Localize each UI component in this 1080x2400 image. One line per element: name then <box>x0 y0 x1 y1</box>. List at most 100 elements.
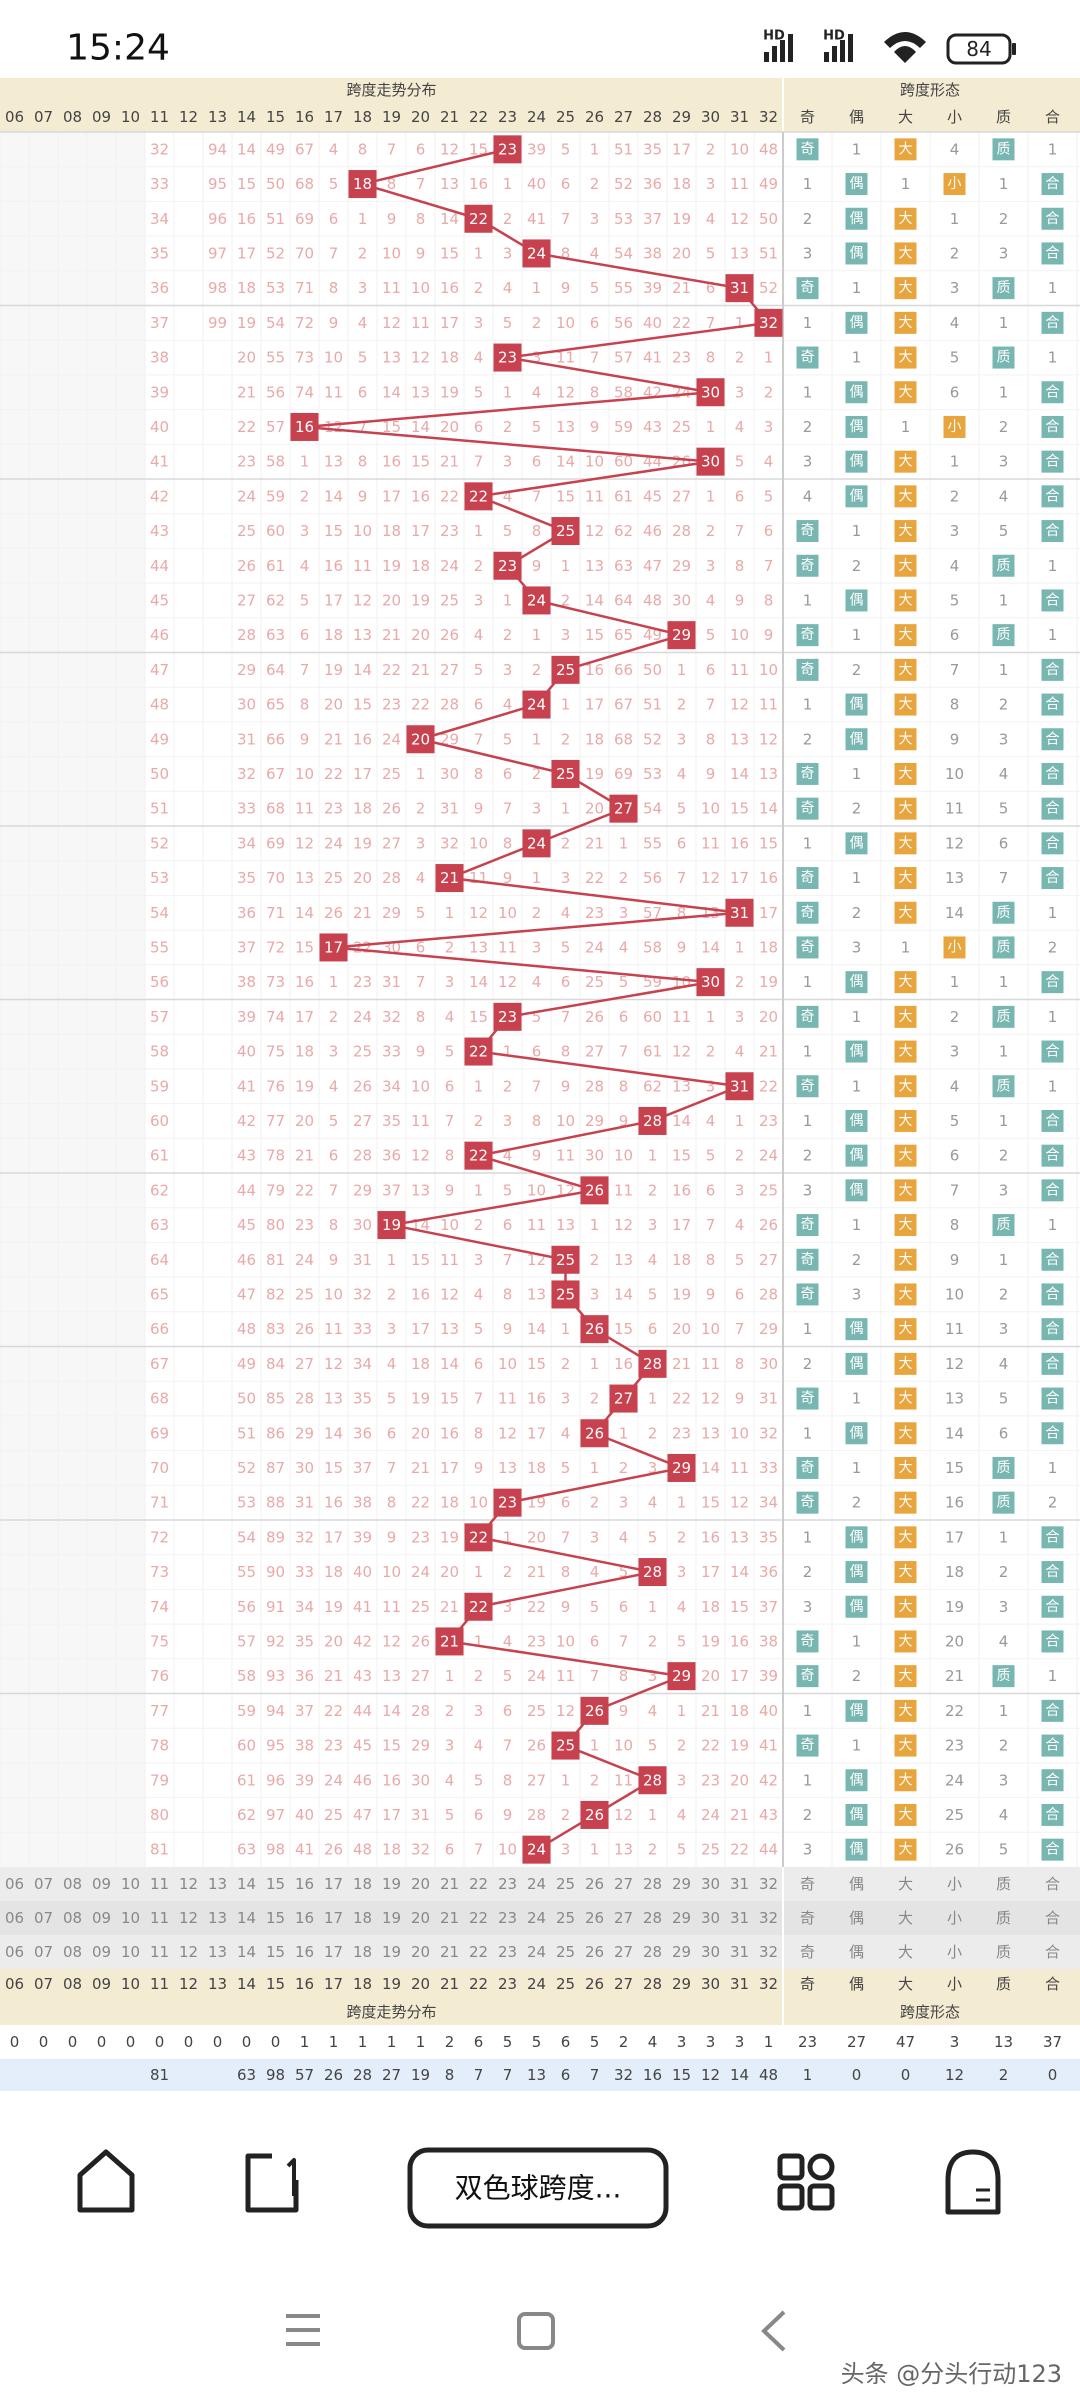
span-value: 23 <box>498 1008 517 1026</box>
omission: 48 <box>353 1841 372 1859</box>
omission: 28 <box>295 1390 314 1408</box>
omission: 15 <box>411 1251 430 1269</box>
omission: 68 <box>295 175 314 193</box>
omission: 26 <box>440 626 459 644</box>
form-hit: 大 <box>899 1252 913 1268</box>
omission: 8 <box>387 175 397 193</box>
omission: 13 <box>411 1181 430 1199</box>
omission: 15 <box>585 626 604 644</box>
omission: 1 <box>416 765 426 783</box>
omission: 41 <box>150 453 169 471</box>
form-hit: 偶 <box>850 454 864 470</box>
span-box <box>696 968 725 997</box>
omission: 61 <box>266 557 285 575</box>
omission: 6 <box>445 1841 455 1859</box>
omission: 1 <box>590 1737 600 1755</box>
span-value: 24 <box>527 1841 546 1859</box>
omission: 11 <box>614 1771 633 1789</box>
omission: 4 <box>648 1494 658 1512</box>
omission: 64 <box>266 661 285 679</box>
form-omission: 1 <box>1048 1216 1058 1234</box>
omission: 14 <box>440 210 459 228</box>
column-label: 31 <box>730 1909 749 1927</box>
omission: 12 <box>585 522 604 540</box>
omission: 2 <box>300 487 310 505</box>
form-hit: 小 <box>948 939 962 955</box>
omission: 10 <box>469 1494 488 1512</box>
omission: 32 <box>411 1841 430 1859</box>
form-omission: 1 <box>999 314 1009 332</box>
form-badge <box>894 1318 917 1341</box>
form-hit: 大 <box>899 315 913 331</box>
omission: 29 <box>672 557 691 575</box>
omission: 17 <box>324 591 343 609</box>
omission: 36 <box>150 279 169 297</box>
omission: 61 <box>150 1147 169 1165</box>
omission: 51 <box>759 244 778 262</box>
span-value: 25 <box>556 765 575 783</box>
omission: 73 <box>150 1563 169 1581</box>
form-hit: 奇 <box>801 661 815 678</box>
omission: 7 <box>590 349 600 367</box>
form-badge <box>894 450 917 473</box>
form-hit: 偶 <box>850 1703 864 1719</box>
omission: 69 <box>295 210 314 228</box>
omission: 21 <box>324 730 343 748</box>
form-badge <box>796 1491 819 1514</box>
form-omission: 1 <box>999 973 1009 991</box>
form-badge <box>894 1665 917 1688</box>
nav-button[interactable]: 双色球跨度... <box>455 2172 622 2205</box>
form-omission: 1 <box>999 1043 1009 1061</box>
omission: 25 <box>353 1043 372 1061</box>
span-value: 28 <box>643 1112 662 1130</box>
omission: 2 <box>561 834 571 852</box>
span-box <box>522 586 551 615</box>
form-badge <box>894 520 917 543</box>
omission: 12 <box>498 973 517 991</box>
span-box <box>551 517 580 546</box>
omission: 24 <box>324 834 343 852</box>
omission: 38 <box>353 1494 372 1512</box>
omission: 5 <box>706 1147 716 1165</box>
omission: 8 <box>590 383 600 401</box>
form-hit: 大 <box>899 211 913 227</box>
span-box <box>319 933 348 962</box>
column-label: 23 <box>498 1975 517 1993</box>
omission: 80 <box>150 1806 169 1824</box>
form-hit: 偶 <box>850 1425 864 1441</box>
form-omission: 1 <box>803 834 813 852</box>
omission: 27 <box>672 487 691 505</box>
omission: 17 <box>411 522 430 540</box>
omission: 11 <box>411 1112 430 1130</box>
form-omission: 1 <box>803 591 813 609</box>
form-hit: 大 <box>899 1113 913 1129</box>
omission: 1 <box>706 487 716 505</box>
omission: 17 <box>353 765 372 783</box>
omission: 5 <box>735 453 745 471</box>
omission: 8 <box>503 1285 513 1303</box>
form-column-label: 大 <box>898 1975 913 1993</box>
omission: 27 <box>759 1251 778 1269</box>
form-badge <box>796 1283 819 1306</box>
form-badge <box>1041 1318 1064 1341</box>
battery-level: 84 <box>966 37 991 61</box>
form-hit: 偶 <box>850 1182 864 1198</box>
omission: 7 <box>590 1667 600 1685</box>
form-badge <box>1041 1387 1064 1410</box>
omission: 56 <box>643 869 662 887</box>
omission: 56 <box>237 1598 256 1616</box>
omission: 97 <box>208 244 227 262</box>
omission: 1 <box>561 1320 571 1338</box>
form-column-label: 小 <box>947 1875 962 1893</box>
omission: 19 <box>324 661 343 679</box>
span-box <box>696 447 725 476</box>
column-label: 23 <box>498 1875 517 1893</box>
column-label: 17 <box>324 1875 343 1893</box>
omission: 71 <box>150 1494 169 1512</box>
omission: 14 <box>324 487 343 505</box>
omission: 63 <box>150 1216 169 1234</box>
omission: 65 <box>614 626 633 644</box>
omission: 27 <box>585 1043 604 1061</box>
omission: 16 <box>382 1771 401 1789</box>
omission: 1 <box>474 1077 484 1095</box>
